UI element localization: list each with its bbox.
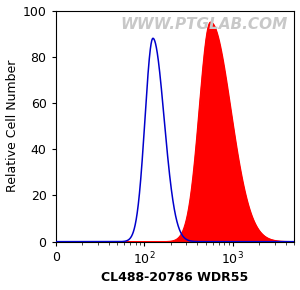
Y-axis label: Relative Cell Number: Relative Cell Number	[6, 60, 19, 192]
X-axis label: CL488-20786 WDR55: CL488-20786 WDR55	[101, 271, 249, 284]
Text: WWW.PTGLAB.COM: WWW.PTGLAB.COM	[120, 17, 287, 32]
